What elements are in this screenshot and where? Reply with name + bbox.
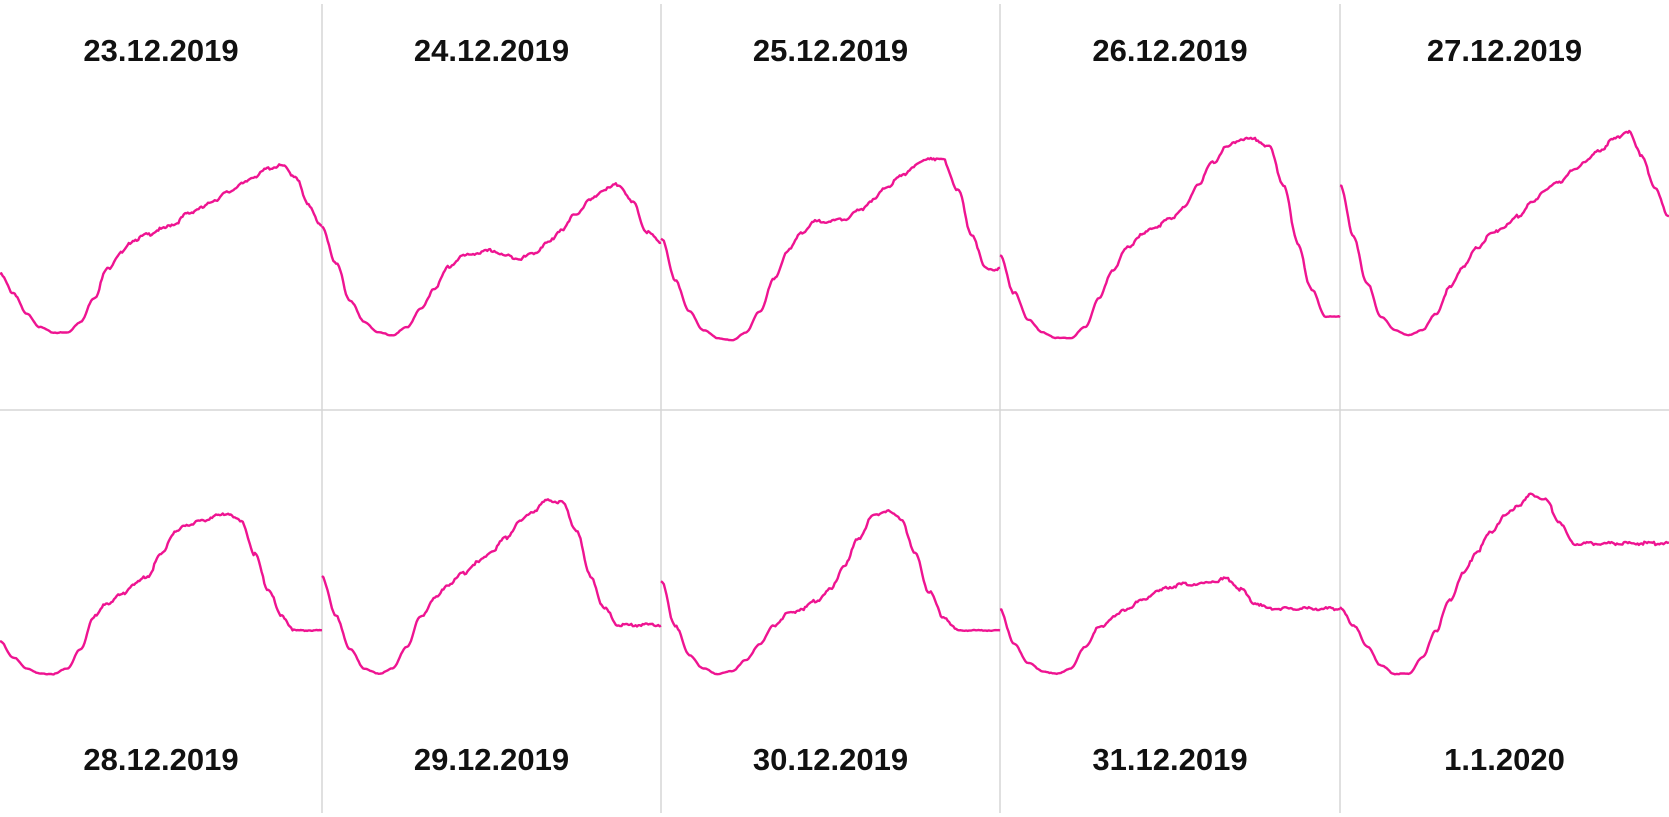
series-line-30.12.2019 [660,509,1001,676]
series-line-24.12.2019 [321,182,662,337]
series-line-1.1.2020 [1339,492,1669,676]
panel-title: 30.12.2019 [753,742,908,777]
series-line-23.12.2019 [0,163,323,335]
series-line-25.12.2019 [660,156,1001,342]
panel-title: 24.12.2019 [414,33,569,68]
series-lines [0,129,1669,676]
panel-title: 27.12.2019 [1427,33,1582,68]
series-line-27.12.2019 [1339,129,1669,337]
panel-title: 29.12.2019 [414,742,569,777]
panel-title: 23.12.2019 [83,33,238,68]
panel-title: 31.12.2019 [1092,742,1247,777]
series-line-26.12.2019 [999,136,1341,340]
panel-title: 26.12.2019 [1092,33,1247,68]
panel-grid [0,4,1669,813]
series-line-28.12.2019 [0,512,322,676]
series-line-31.12.2019 [999,576,1341,676]
panel-title: 25.12.2019 [753,33,908,68]
panel-titles: 23.12.2019 24.12.2019 25.12.2019 26.12.2019… [83,33,1582,777]
panel-title: 28.12.2019 [83,742,238,777]
panel-title: 1.1.2020 [1444,742,1565,777]
series-line-29.12.2019 [321,498,662,675]
